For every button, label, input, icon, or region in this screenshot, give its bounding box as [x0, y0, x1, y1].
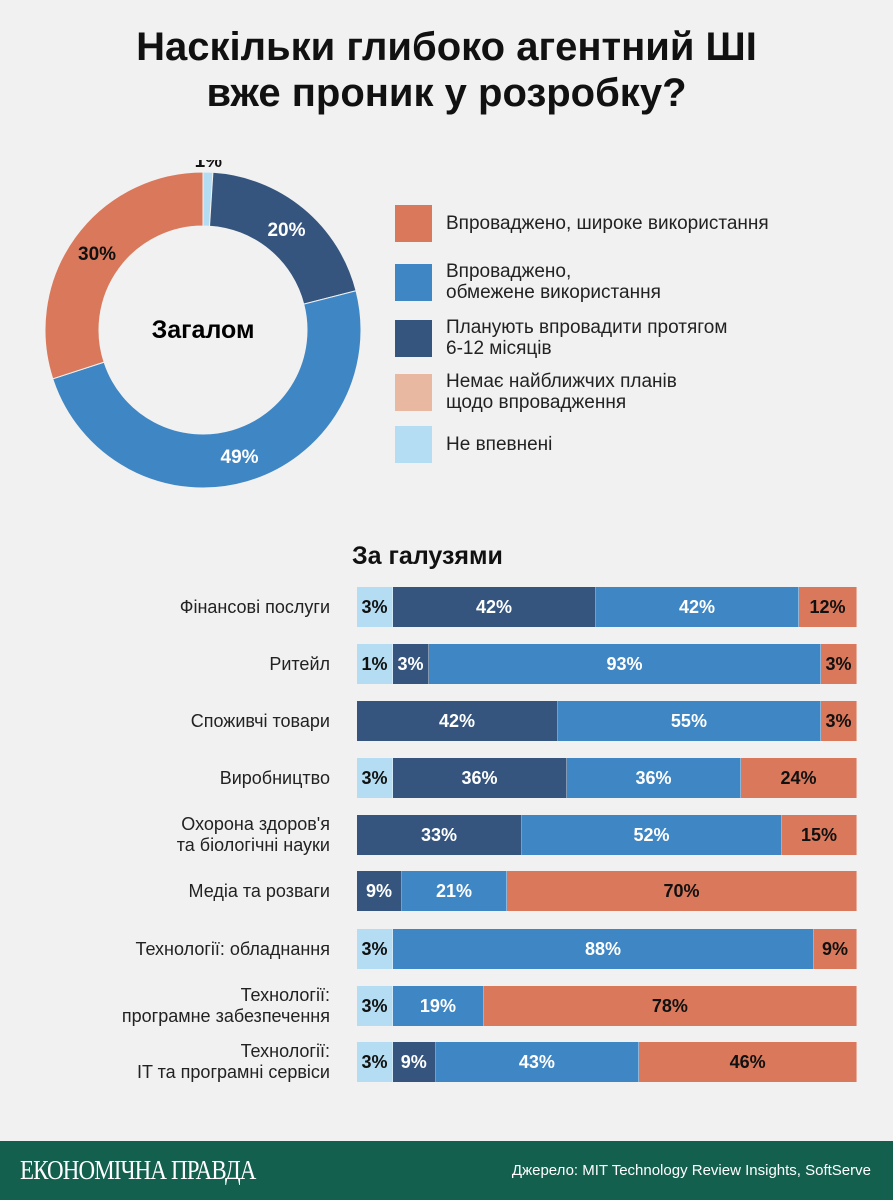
- stacked-bar: 3% 19% 78%: [357, 986, 857, 1026]
- stacked-bar: 33% 52% 15%: [357, 815, 857, 855]
- bar-segment-unsure: 3%: [357, 758, 393, 798]
- bar-segment-wide: 15%: [782, 815, 857, 855]
- bar-segment-unsure: 3%: [357, 986, 393, 1026]
- bar-segment-plan: 3%: [393, 644, 429, 684]
- stacked-bar: 3% 88% 9%: [357, 929, 857, 969]
- bar-segment-limited: 43%: [435, 1042, 640, 1082]
- legend-item-plan: Планують впровадити протягом 6-12 місяці…: [395, 317, 875, 359]
- legend-swatch: [395, 319, 432, 357]
- bar-segment-unsure: 1%: [357, 644, 393, 684]
- bar-segment-unsure: 3%: [357, 929, 393, 969]
- bar-segment-wide: 12%: [799, 587, 857, 627]
- bar-row-label: Медіа та розваги: [188, 880, 330, 901]
- source-text: Джерело: MIT Technology Review Insights,…: [511, 1162, 871, 1179]
- bar-segment-wide: 24%: [741, 758, 857, 798]
- bar-row-label: Фінансові послуги: [179, 596, 330, 617]
- donut-label-unsure: 1%: [195, 160, 223, 172]
- bar-row: Охорона здоров'я та біологічні науки 33% 5…: [0, 814, 893, 855]
- bar-segment-limited: 93%: [429, 644, 821, 684]
- bar-segment-wide: 70%: [507, 871, 857, 911]
- bar-segment-limited: 42%: [596, 587, 799, 627]
- donut-chart: 1% 20% 49% 30% Загалом: [44, 160, 362, 489]
- legend-item-unsure: Не впевнені: [395, 426, 875, 463]
- legend-swatch: [395, 426, 432, 463]
- stacked-bar: 9% 21% 70%: [357, 871, 857, 911]
- bar-row: Технології: IT та програмні сервіси 3% 9% 4…: [0, 1041, 893, 1082]
- bar-segment-wide: 9%: [813, 929, 857, 969]
- legend-item-wide: Впроваджено, широке використання: [395, 205, 875, 242]
- stacked-bar: 3% 36% 36% 24%: [357, 758, 857, 798]
- bar-segment-limited: 52%: [522, 815, 782, 855]
- donut-label-wide: 30%: [78, 244, 116, 265]
- bar-segment-limited: 55%: [557, 701, 821, 741]
- bar-row-label: Технології: обладнання: [135, 938, 330, 959]
- stacked-bar: 3% 42% 42% 12%: [357, 587, 857, 627]
- bar-segment-limited: 36%: [567, 758, 741, 798]
- bar-row-label: Технології: IT та програмні сервіси: [136, 1041, 330, 1082]
- legend-label: Впроваджено, широке використання: [446, 213, 769, 234]
- bar-segment-plan: 42%: [357, 701, 558, 741]
- bar-segment-limited: 21%: [402, 871, 507, 911]
- bar-segment-plan: 36%: [393, 758, 567, 798]
- bar-row: Ритейл 1% 3% 93% 3%: [0, 644, 893, 684]
- stacked-bar: 3% 9% 43% 46%: [357, 1042, 857, 1082]
- bar-row: Фінансові послуги 3% 42% 42% 12%: [0, 587, 893, 627]
- bar-segment-wide: 78%: [483, 986, 857, 1026]
- legend-label: Впроваджено, обмежене використання: [446, 261, 661, 303]
- donut-label-plan: 20%: [267, 220, 305, 241]
- donut-slice-limited: [52, 290, 362, 489]
- donut-slice-wide: [44, 171, 204, 380]
- bar-chart-title: За галузями: [352, 542, 503, 570]
- bar-segment-plan: 9%: [357, 871, 402, 911]
- bar-row: Технології: обладнання 3% 88% 9%: [0, 929, 893, 969]
- bar-row: Технології: програмне забезпечення 3% 19% 7…: [0, 985, 893, 1026]
- legend-label: Не впевнені: [446, 434, 553, 455]
- legend-swatch: [395, 263, 432, 301]
- bar-segment-plan: 42%: [393, 587, 596, 627]
- bar-row: Виробництво 3% 36% 36% 24%: [0, 758, 893, 798]
- donut-center-label: Загалом: [152, 316, 255, 344]
- bar-segment-limited: 88%: [393, 929, 814, 969]
- bar-segment-plan: 9%: [393, 1042, 436, 1082]
- bar-row-label: Ритейл: [269, 653, 330, 674]
- bar-row-label: Виробництво: [219, 767, 330, 788]
- legend-item-noplan: Немає найближчих планів щодо впровадженн…: [395, 371, 875, 413]
- bar-row: Медіа та розваги 9% 21% 70%: [0, 871, 893, 911]
- footer: ЕКОНОМІЧНА ПРАВДА Джерело: MIT Technolog…: [0, 1141, 893, 1200]
- stacked-bar: 42% 55% 3%: [357, 701, 857, 741]
- bar-segment-wide: 3%: [821, 644, 857, 684]
- logo: ЕКОНОМІЧНА ПРАВДА: [20, 1155, 256, 1185]
- legend-label: Немає найближчих планів щодо впровадженн…: [446, 371, 677, 413]
- bar-segment-unsure: 3%: [357, 1042, 393, 1082]
- legend-swatch: [395, 205, 432, 242]
- bar-row-label: Споживчі товари: [190, 710, 330, 731]
- bar-segment-wide: 3%: [820, 701, 857, 741]
- bar-row-label: Технології: програмне забезпечення: [121, 985, 330, 1026]
- legend-item-limited: Впроваджено, обмежене використання: [395, 261, 875, 303]
- legend-label: Планують впровадити протягом 6-12 місяці…: [446, 317, 728, 359]
- legend-swatch: [395, 373, 432, 411]
- bar-row-label: Охорона здоров'я та біологічні науки: [176, 814, 330, 855]
- bar-row: Споживчі товари 42% 55% 3%: [0, 701, 893, 741]
- donut-label-limited: 49%: [221, 447, 259, 468]
- stacked-bar: 1% 3% 93% 3%: [357, 644, 857, 684]
- bar-segment-unsure: 3%: [357, 587, 393, 627]
- bar-segment-wide: 46%: [639, 1042, 857, 1082]
- page-title: Наскільки глибоко агентний ШІ вже проник…: [136, 25, 757, 115]
- bar-segment-limited: 19%: [393, 986, 484, 1026]
- bar-segment-plan: 33%: [357, 815, 522, 855]
